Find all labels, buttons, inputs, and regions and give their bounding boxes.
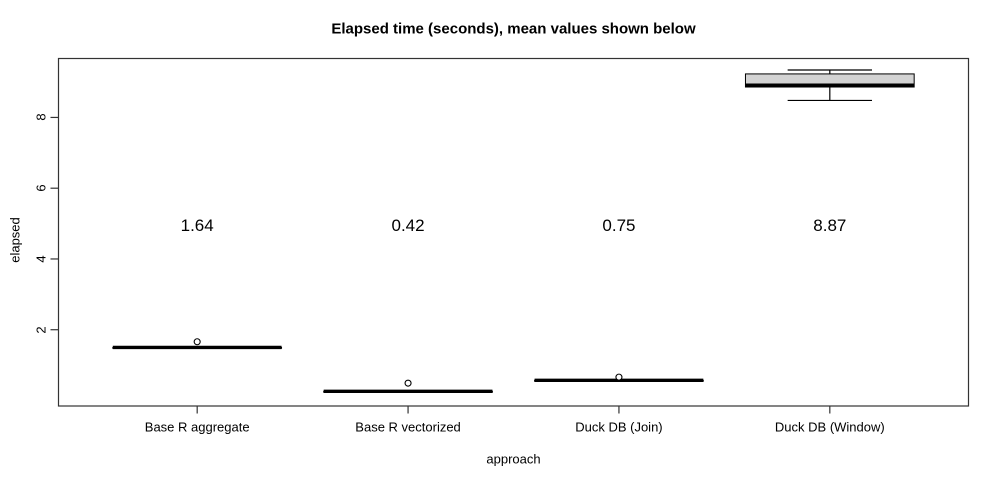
y-tick-label: 8	[33, 113, 49, 122]
mean-value-label: 0.42	[391, 216, 425, 236]
y-tick-label: 6	[33, 184, 49, 192]
x-category-label: Duck DB (Window)	[774, 419, 885, 435]
outlier-point	[193, 338, 201, 346]
y-axis-title: elapsed	[7, 217, 23, 263]
outlier-point	[404, 379, 412, 387]
x-category-label: Base R vectorized	[355, 419, 461, 435]
x-axis-title: approach	[486, 451, 541, 467]
x-category-label: Duck DB (Join)	[575, 419, 663, 435]
x-category-label: Base R aggregate	[144, 419, 250, 435]
y-tick-label: 4	[33, 255, 49, 263]
mean-value-label: 1.64	[180, 216, 214, 236]
chart-title: Elapsed time (seconds), mean values show…	[331, 20, 696, 38]
mean-value-label: 0.75	[602, 216, 636, 236]
outlier-point	[615, 373, 623, 381]
y-tick-label: 2	[33, 326, 49, 334]
plot-border	[57, 57, 970, 407]
mean-value-label: 8.87	[813, 216, 847, 236]
